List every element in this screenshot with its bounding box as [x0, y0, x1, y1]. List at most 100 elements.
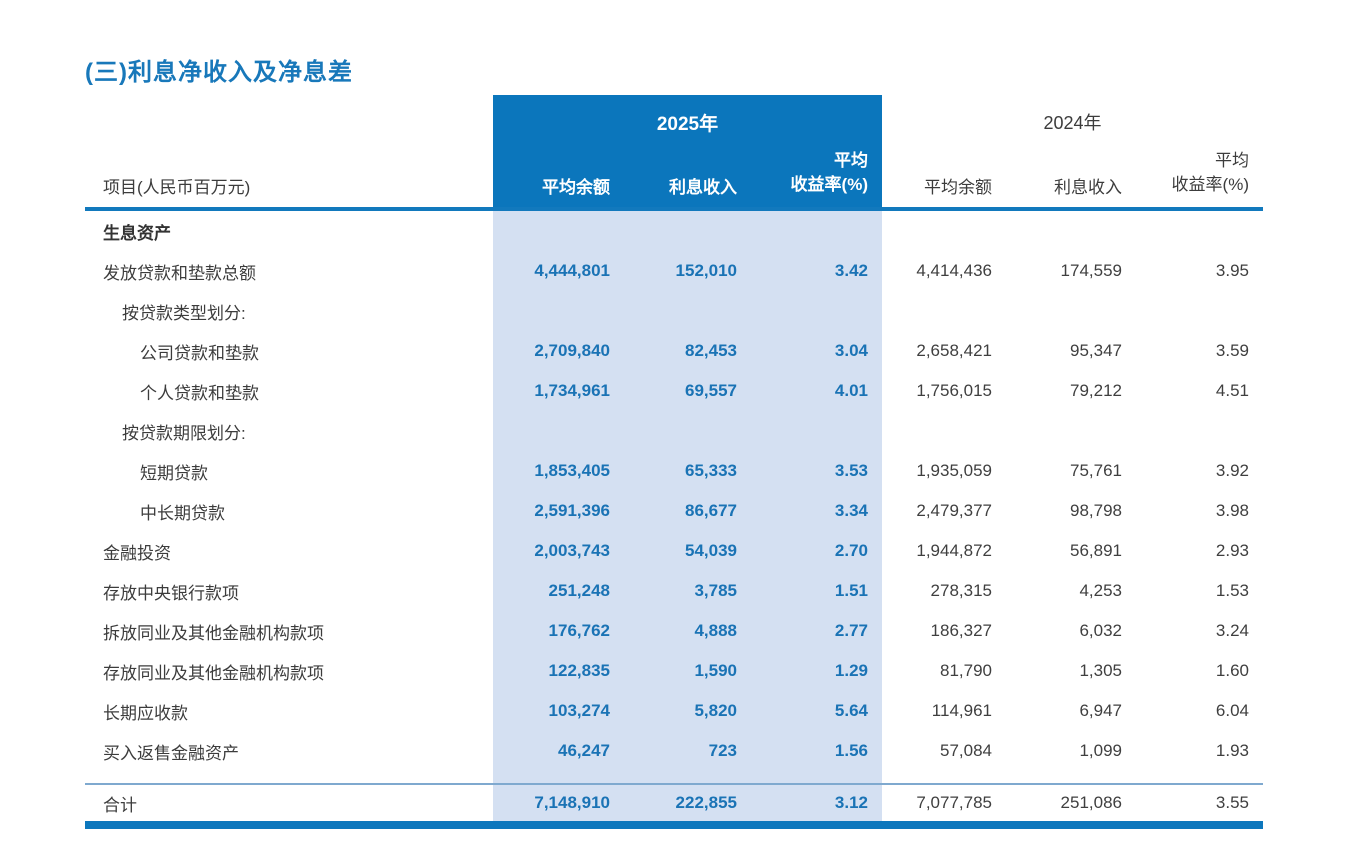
cell-empty: [1000, 291, 1130, 331]
cell-2024-interest-income: 174,559: [1060, 261, 1122, 280]
total-2025-interest-income: 222,855: [675, 793, 737, 812]
row-label: 发放贷款和垫款总额: [103, 263, 256, 283]
cell-2024-avg-balance: 2,658,421: [916, 341, 992, 360]
table-body: 生息资产 发放贷款和垫款总额 4,444,801 152,010 3.42 4,…: [85, 211, 1263, 771]
cell-2025-avg-balance: 176,762: [548, 621, 610, 640]
total-2024-avg-yield: 3.55: [1215, 793, 1249, 812]
cell-2024-avg-yield: 1.93: [1215, 741, 1249, 760]
cell-empty: [882, 211, 1000, 251]
cell-2025-interest-income: 723: [708, 741, 737, 760]
cell-2024-avg-yield: 6.04: [1215, 701, 1249, 720]
cell-2025-avg-balance: 103,274: [548, 701, 610, 720]
row-label: 个人贷款和垫款: [140, 383, 259, 403]
table-header: 2025年 2024年 项目(人民币百万元) 平均余额 利息收入 平均 收益率(…: [85, 95, 1263, 207]
cell-2025-avg-yield: 1.56: [834, 741, 868, 760]
cell-2025-avg-yield: 3.42: [834, 261, 868, 280]
item-column-header: 项目(人民币百万元): [103, 178, 251, 197]
row-label: 中长期贷款: [140, 503, 225, 523]
cell-2024-avg-balance: 1,944,872: [916, 541, 992, 560]
cell-2024-avg-yield: 4.51: [1215, 381, 1249, 400]
header-2025-interest-income: 利息收入: [618, 143, 745, 207]
cell-empty: [493, 291, 618, 331]
row-label: 存放中央银行款项: [103, 583, 239, 603]
row-label: 公司贷款和垫款: [140, 343, 259, 363]
cell-2025-avg-yield: 5.64: [834, 701, 868, 720]
cell-2024-avg-balance: 2,479,377: [916, 501, 992, 520]
row-label: 长期应收款: [103, 703, 188, 723]
total-2024-avg-balance: 7,077,785: [916, 793, 992, 812]
cell-2025-avg-yield: 2.77: [834, 621, 868, 640]
cell-2025-avg-balance: 46,247: [558, 741, 610, 760]
cell-2025-avg-yield: 2.70: [834, 541, 868, 560]
cell-2024-avg-yield: 2.93: [1215, 541, 1249, 560]
year-2024-header: 2024年: [1043, 113, 1102, 133]
header-2024-interest-income: 利息收入: [1054, 178, 1122, 197]
cell-2025-avg-balance: 2,709,840: [534, 341, 610, 360]
cell-2024-interest-income: 1,305: [1079, 661, 1122, 680]
row-label: 按贷款类型划分:: [122, 303, 246, 323]
total-2025-avg-balance: 7,148,910: [534, 793, 610, 812]
cell-empty: [493, 411, 618, 451]
cell-2025-avg-yield: 3.04: [834, 341, 868, 360]
row-label: 按贷款期限划分:: [122, 423, 246, 443]
cell-2025-interest-income: 69,557: [685, 381, 737, 400]
cell-empty: [1130, 291, 1263, 331]
header-2025-avg-yield: 平均 收益率(%): [745, 143, 882, 207]
row-label: 拆放同业及其他金融机构款项: [103, 623, 324, 643]
cell-2024-interest-income: 56,891: [1070, 541, 1122, 560]
cell-2024-avg-balance: 1,935,059: [916, 461, 992, 480]
cell-2024-interest-income: 98,798: [1070, 501, 1122, 520]
cell-2025-avg-yield: 1.29: [834, 661, 868, 680]
cell-2024-interest-income: 75,761: [1070, 461, 1122, 480]
table-bottom-rule: [85, 821, 1263, 829]
cell-2024-interest-income: 6,947: [1079, 701, 1122, 720]
cell-2024-interest-income: 4,253: [1079, 581, 1122, 600]
header-2024-avg-yield-line1: 平均: [1215, 150, 1249, 170]
cell-2024-avg-balance: 186,327: [930, 621, 992, 640]
cell-empty: [1000, 211, 1130, 251]
cell-empty: [493, 211, 618, 251]
row-label: 存放同业及其他金融机构款项: [103, 663, 324, 683]
cell-2025-interest-income: 3,785: [694, 581, 737, 600]
cell-2025-avg-yield: 3.53: [834, 461, 868, 480]
header-2024-avg-yield-line2: 收益率(%): [1171, 175, 1249, 195]
total-divider-line: [85, 783, 1263, 785]
cell-2024-interest-income: 79,212: [1070, 381, 1122, 400]
cell-2025-avg-balance: 122,835: [548, 661, 610, 680]
cell-2024-avg-balance: 278,315: [930, 581, 992, 600]
highlight-band-2025: [493, 211, 882, 829]
cell-2024-interest-income: 1,099: [1079, 741, 1122, 760]
cell-2025-interest-income: 152,010: [675, 261, 737, 280]
total-row: 合计 7,148,910 222,855 3.12 7,077,785 251,…: [85, 785, 1263, 821]
cell-2025-interest-income: 86,677: [685, 501, 737, 520]
cell-empty: [882, 291, 1000, 331]
cell-2025-interest-income: 65,333: [685, 461, 737, 480]
cell-2024-avg-balance: 57,084: [940, 741, 992, 760]
row-label: 金融投资: [103, 543, 171, 563]
cell-2025-interest-income: 4,888: [694, 621, 737, 640]
cell-2025-interest-income: 82,453: [685, 341, 737, 360]
cell-empty: [618, 411, 745, 451]
cell-2025-interest-income: 1,590: [694, 661, 737, 680]
header-divider-line: [85, 207, 1263, 211]
cell-2024-avg-balance: 114,961: [931, 701, 992, 720]
cell-2024-avg-yield: 1.60: [1215, 661, 1249, 680]
row-label: 生息资产: [103, 223, 171, 243]
cell-empty: [1130, 211, 1263, 251]
cell-empty: [1130, 411, 1263, 451]
cell-2025-avg-yield: 4.01: [834, 381, 868, 400]
cell-2025-avg-balance: 251,248: [548, 581, 610, 600]
header-2024-avg-balance: 平均余额: [924, 178, 992, 197]
cell-2024-avg-yield: 1.53: [1215, 581, 1249, 600]
cell-2024-avg-balance: 1,756,015: [916, 381, 992, 400]
cell-2024-interest-income: 95,347: [1070, 341, 1122, 360]
cell-2024-interest-income: 6,032: [1079, 621, 1122, 640]
header-2025-avg-yield-line1: 平均: [834, 150, 868, 170]
cell-empty: [745, 291, 882, 331]
total-label: 合计: [103, 795, 137, 815]
header-2024-avg-yield: 平均 收益率(%): [1130, 143, 1263, 207]
cell-2025-avg-balance: 1,853,405: [534, 461, 610, 480]
row-label: 买入返售金融资产: [103, 743, 239, 763]
cell-2024-avg-yield: 3.98: [1215, 501, 1249, 520]
